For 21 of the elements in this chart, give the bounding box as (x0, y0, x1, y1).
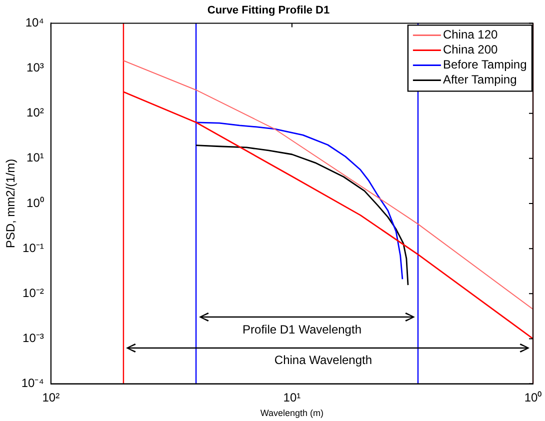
legend-label: Before Tamping (442, 58, 527, 72)
legend-label: China 200 (442, 42, 498, 57)
y-tick-label: 10⁴ (25, 16, 44, 30)
legend-label: China 120 (442, 28, 498, 42)
y-tick-label: 10⁻³ (22, 331, 44, 346)
y-tick-label: 10² (26, 106, 44, 120)
y-tick-label: 10⁻² (22, 286, 44, 300)
x-tick-label: 10⁰ (524, 390, 542, 404)
chart-title: Curve Fitting Profile D1 (207, 4, 330, 17)
annotation: Profile D1 Wavelength (242, 322, 362, 336)
y-tick-label: 10⁻¹ (22, 240, 44, 255)
x-axis-title: Wavelength (m) (260, 408, 324, 418)
y-tick-label: 10¹ (26, 150, 44, 165)
y-tick-label: 10³ (26, 60, 44, 75)
x-tick-label: 10¹ (283, 390, 301, 404)
x-tick-label: 10² (42, 390, 60, 404)
y-tick-label: 10⁰ (26, 196, 44, 210)
annotation: China Wavelength (274, 353, 372, 368)
y-tick-label: 10⁻⁴ (21, 376, 44, 390)
y-axis-title: PSD, mm2/(1/m) (4, 158, 18, 248)
legend-label: After Tamping (442, 72, 517, 87)
